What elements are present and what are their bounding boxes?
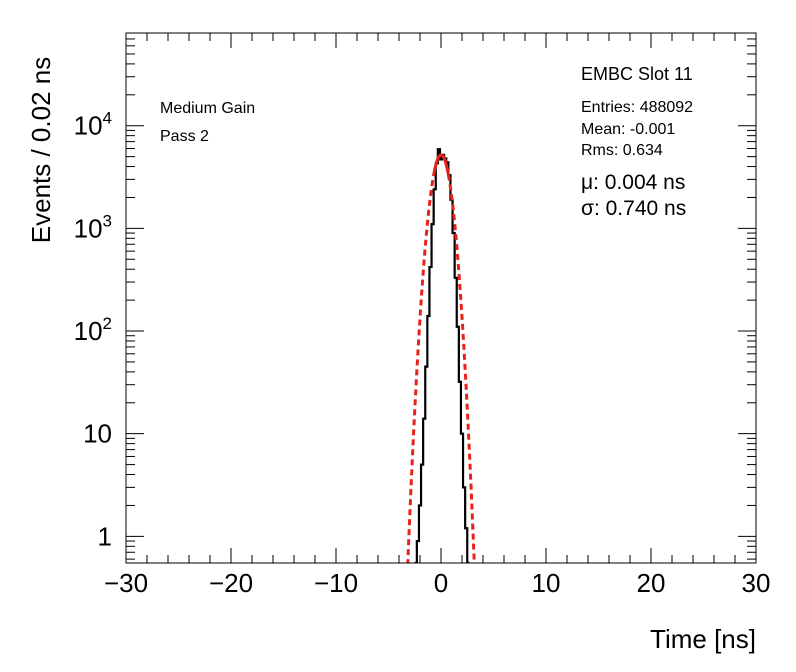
- annotation-pass: Pass 2: [160, 128, 209, 145]
- x-tick-label: 30: [742, 568, 771, 598]
- x-tick-label: −30: [104, 568, 148, 598]
- y-tick-label: 1: [98, 521, 112, 551]
- fit-curve-solid: [432, 153, 450, 176]
- series-layer: [406, 148, 476, 563]
- fit-curve-right-dashed: [446, 174, 476, 563]
- x-tick-label: 0: [434, 568, 448, 598]
- y-axis-label: Events / 0.02 ns: [26, 57, 56, 243]
- y-tick-base: 10: [74, 316, 103, 346]
- y-tick-exponent: 2: [103, 314, 112, 333]
- y-tick-base: 10: [83, 419, 112, 449]
- y-tick-label: 103: [74, 211, 112, 243]
- stats-mean: Mean: -0.001: [581, 121, 675, 138]
- x-axis-label: Time [ns]: [650, 624, 756, 654]
- y-tick-label: 10: [83, 419, 112, 449]
- y-tick-base: 1: [98, 521, 112, 551]
- stats-rms: Rms: 0.634: [581, 142, 663, 159]
- annotation-slot: EMBC Slot 11: [581, 64, 693, 84]
- y-tick-label: 102: [74, 314, 112, 346]
- y-tick-label: 104: [74, 109, 112, 141]
- annotation-gain: Medium Gain: [160, 100, 255, 117]
- fit-sigma: σ: 0.740 ns: [581, 197, 686, 220]
- stats-entries: Entries: 488092: [581, 99, 693, 116]
- fit-curve-left-dashed: [406, 174, 436, 563]
- x-tick-label: 20: [637, 568, 666, 598]
- y-tick-exponent: 4: [103, 109, 112, 128]
- y-tick-base: 10: [74, 213, 103, 243]
- y-tick-base: 10: [74, 111, 103, 141]
- x-tick-label: 10: [532, 568, 561, 598]
- x-tick-label: −20: [209, 568, 253, 598]
- x-tick-label: −10: [314, 568, 358, 598]
- y-tick-exponent: 3: [103, 211, 112, 230]
- fit-mu: μ: 0.004 ns: [581, 171, 685, 194]
